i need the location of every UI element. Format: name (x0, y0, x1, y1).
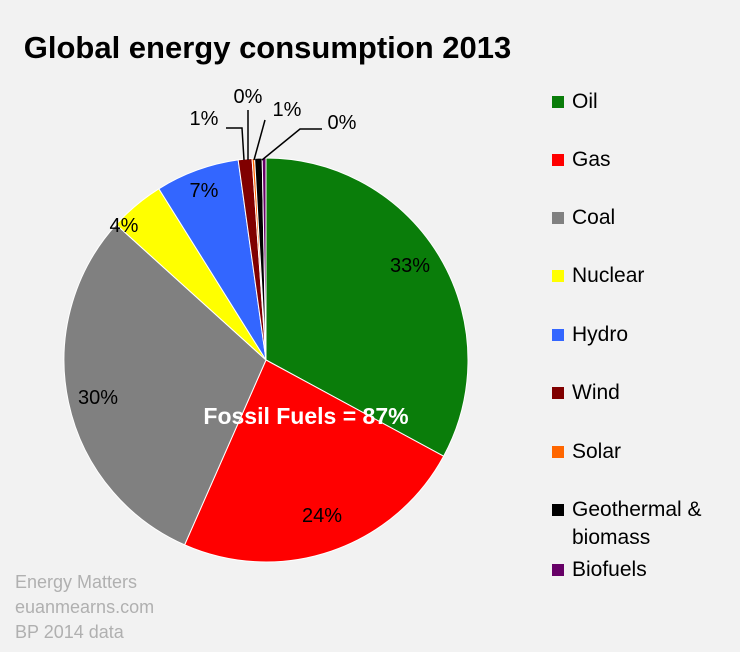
legend-swatch (552, 96, 564, 108)
legend-swatch (552, 564, 564, 576)
legend-label: Geothermal & biomass (572, 498, 702, 549)
credit-line: BP 2014 data (15, 622, 124, 642)
pie-slice-gas (183, 359, 445, 563)
leader-line (253, 119, 266, 161)
legend-item: Oil (552, 88, 732, 116)
chart-title: Global energy consumption 2013 (23, 30, 512, 65)
legend-swatch (552, 270, 564, 282)
data-label: 1% (273, 99, 302, 121)
legend-swatch (552, 387, 564, 399)
legend-item: Biofuels (552, 556, 732, 584)
legend-swatch (552, 212, 564, 224)
legend-item: Wind (552, 379, 732, 407)
credit-line: euanmearns.com (15, 597, 155, 617)
fossil-fuels-annotation: Fossil Fuels = 87% (203, 403, 408, 429)
data-label: 0% (234, 86, 263, 108)
legend-label: Hydro (572, 323, 629, 346)
legend-label: Wind (572, 381, 620, 404)
legend-label: Gas (572, 148, 611, 171)
data-label: 0% (328, 112, 357, 134)
legend-item: Nuclear (552, 262, 732, 290)
leader-line (261, 128, 322, 161)
data-label: 33% (390, 255, 430, 277)
legend-item: Geothermal & biomass (552, 496, 732, 552)
credit-line: Energy Matters (15, 572, 138, 592)
data-label: 1% (190, 108, 219, 130)
legend-item: Gas (552, 146, 732, 174)
legend-swatch (552, 446, 564, 458)
legend-item: Solar (552, 438, 732, 466)
leader-line (226, 127, 245, 161)
legend-item: Coal (552, 204, 732, 232)
legend-label: Coal (572, 206, 616, 229)
pie-slice-oil (265, 157, 469, 457)
pie-slice-coal (63, 223, 267, 546)
data-label: 7% (190, 180, 219, 202)
legend-label: Biofuels (572, 558, 647, 581)
data-label: 30% (78, 387, 118, 409)
credits: Energy Matters euanmearns.com BP 2014 da… (15, 570, 154, 645)
legend-item: Hydro (552, 321, 732, 349)
legend-label: Nuclear (572, 264, 645, 287)
data-label: 4% (110, 215, 139, 237)
legend-label: Oil (572, 90, 598, 113)
legend-label: Solar (572, 440, 622, 463)
legend-swatch (552, 329, 564, 341)
data-label: 24% (302, 505, 342, 527)
legend-swatch (552, 154, 564, 166)
legend-swatch (552, 504, 564, 516)
